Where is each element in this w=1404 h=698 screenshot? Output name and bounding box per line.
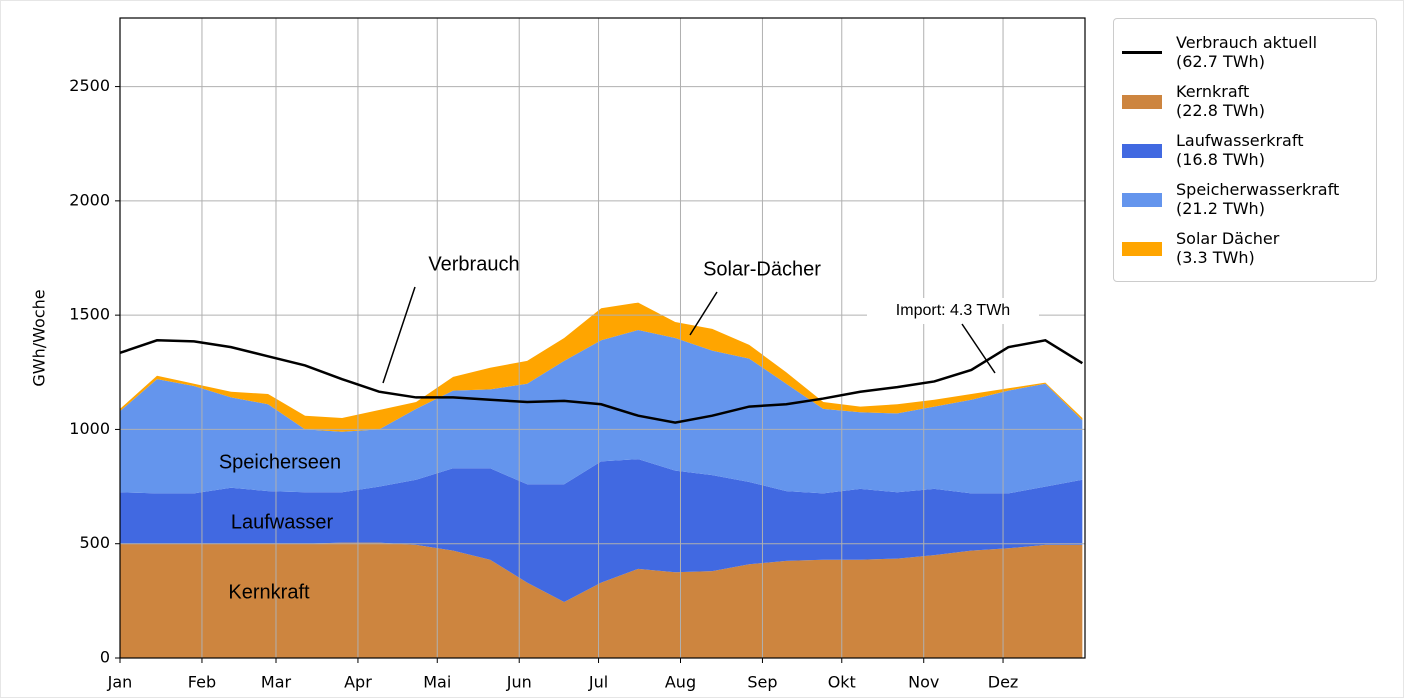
legend-label: Verbrauch aktuell (62.7 TWh) xyxy=(1176,33,1318,71)
x-tick-label: Jul xyxy=(588,673,608,692)
annotation: Import: 4.3 TWh xyxy=(896,302,1010,319)
y-tick-label: 2000 xyxy=(69,190,110,209)
legend-label: Solar Dächer (3.3 TWh) xyxy=(1176,229,1280,267)
annotation: Kernkraft xyxy=(228,581,310,603)
y-tick-label: 2500 xyxy=(69,76,110,95)
legend-swatch xyxy=(1122,144,1162,158)
x-tick-label: Apr xyxy=(344,673,372,692)
plot-frame xyxy=(119,17,1086,659)
annotation-arrow xyxy=(382,286,416,384)
y-tick-label: 0 xyxy=(100,648,110,667)
legend-label: Speicherwasserkraft (21.2 TWh) xyxy=(1176,180,1340,218)
y-tick-label: 1500 xyxy=(69,305,110,324)
x-tick-label: Dez xyxy=(988,673,1019,692)
legend-entry: Solar Dächer (3.3 TWh) xyxy=(1122,229,1372,269)
legend-swatch xyxy=(1122,51,1162,54)
area xyxy=(120,302,1083,432)
legend-swatch xyxy=(1122,193,1162,207)
annotation-bg xyxy=(867,298,1039,324)
annotation: Laufwasser xyxy=(231,511,334,533)
x-tick-label: Mar xyxy=(261,673,292,692)
y-tick-label: 500 xyxy=(79,533,110,552)
legend-entry: Speicherwasserkraft (21.2 TWh) xyxy=(1122,180,1372,220)
legend-label: Kernkraft (22.8 TWh) xyxy=(1176,82,1265,120)
x-tick-label: Nov xyxy=(908,673,939,692)
x-tick-label: Sep xyxy=(747,673,777,692)
annotation-arrow xyxy=(961,323,996,374)
legend-entry: Kernkraft (22.8 TWh) xyxy=(1122,82,1372,122)
legend-entry: Laufwasserkraft (16.8 TWh) xyxy=(1122,131,1372,171)
x-tick-label: Mai xyxy=(423,673,451,692)
x-tick-label: Jan xyxy=(107,673,133,692)
legend-swatch xyxy=(1122,95,1162,109)
annotation-arrow xyxy=(689,291,718,336)
line xyxy=(119,338,1084,424)
x-tick-label: Aug xyxy=(665,673,696,692)
y-tick-label: 1000 xyxy=(69,419,110,438)
legend-label: Laufwasserkraft (16.8 TWh) xyxy=(1176,131,1304,169)
annotation: Verbrauch xyxy=(428,253,519,275)
x-tick-label: Jun xyxy=(506,673,532,692)
annotation: Speicherseen xyxy=(219,451,341,473)
x-tick-label: Okt xyxy=(828,673,856,692)
y-axis-label: GWh/Woche xyxy=(30,289,49,386)
legend-entry: Verbrauch aktuell (62.7 TWh) xyxy=(1122,33,1372,73)
legend-swatch xyxy=(1122,242,1162,256)
legend: Verbrauch aktuell (62.7 TWh) Kernkraft (2… xyxy=(1113,18,1377,282)
annotation: Solar-Dächer xyxy=(703,258,821,280)
x-tick-label: Feb xyxy=(188,673,216,692)
